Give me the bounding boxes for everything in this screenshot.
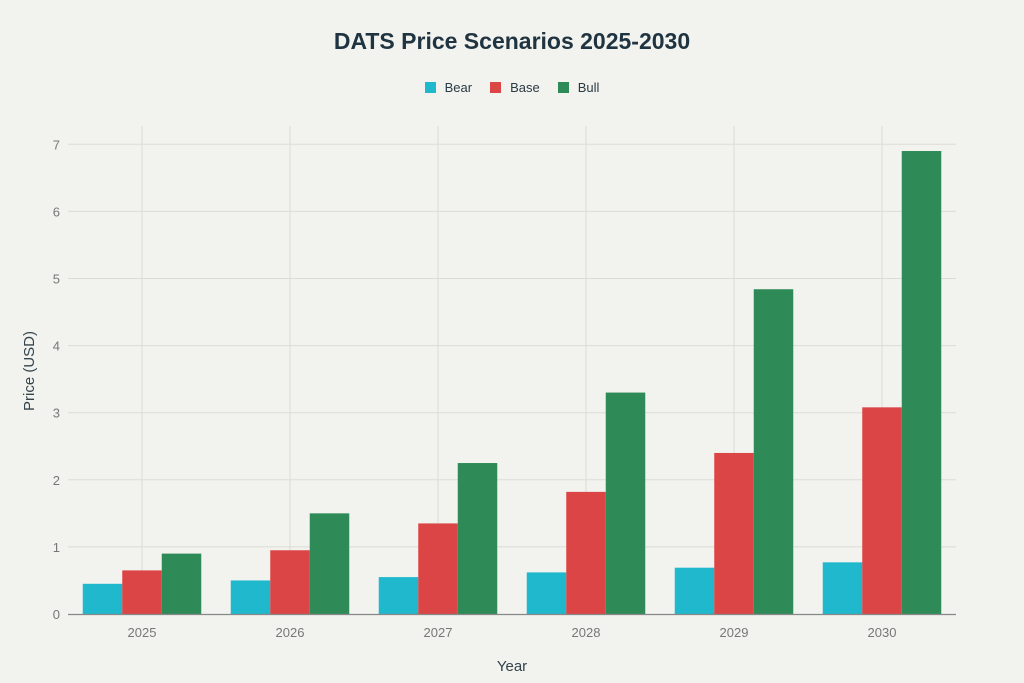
legend-swatch-base xyxy=(490,82,502,93)
bar-bear-2027[interactable] xyxy=(378,577,419,614)
bars xyxy=(82,151,942,614)
x-tick-label: 2028 xyxy=(572,625,601,640)
x-axis-ticks: 2025 2026 2027 2028 2029 2030 xyxy=(128,625,897,640)
legend-label-base: Base xyxy=(510,80,540,95)
y-tick-label: 3 xyxy=(53,406,60,421)
x-axis-label: Year xyxy=(497,658,527,675)
bar-base-2025[interactable] xyxy=(122,570,162,614)
bar-bull-2030[interactable] xyxy=(901,151,942,614)
x-tick-label: 2026 xyxy=(276,625,305,640)
gridlines xyxy=(68,126,956,614)
bar-bear-2028[interactable] xyxy=(526,572,567,614)
x-tick-label: 2025 xyxy=(128,625,157,640)
y-tick-label: 6 xyxy=(53,204,60,219)
bar-bear-2025[interactable] xyxy=(82,583,123,614)
bar-bull-2026[interactable] xyxy=(309,513,350,614)
bar-bull-2025[interactable] xyxy=(161,553,202,614)
bar-bull-2029[interactable] xyxy=(753,289,794,614)
y-tick-label: 7 xyxy=(53,137,60,152)
y-tick-label: 1 xyxy=(53,540,60,555)
bar-base-2029[interactable] xyxy=(714,452,754,614)
bar-bull-2028[interactable] xyxy=(605,392,646,614)
legend-item-base[interactable]: Base xyxy=(490,80,540,95)
bar-bear-2026[interactable] xyxy=(230,580,271,614)
y-tick-label: 5 xyxy=(53,272,60,287)
legend-item-bear[interactable]: Bear xyxy=(424,80,473,95)
x-tick-label: 2029 xyxy=(720,625,749,640)
bar-bear-2030[interactable] xyxy=(822,562,863,614)
bar-bull-2027[interactable] xyxy=(457,463,498,614)
x-tick-label: 2027 xyxy=(424,625,453,640)
y-axis-ticks: 0 1 2 3 4 5 6 7 xyxy=(53,137,60,622)
bar-base-2027[interactable] xyxy=(418,523,458,614)
legend-label-bull: Bull xyxy=(577,80,600,95)
bar-base-2030[interactable] xyxy=(862,407,902,614)
bar-base-2028[interactable] xyxy=(566,491,606,614)
legend-label-bear: Bear xyxy=(444,80,473,95)
x-tick-label: 2030 xyxy=(868,625,897,640)
bar-base-2026[interactable] xyxy=(270,550,310,614)
legend-item-bull[interactable]: Bull xyxy=(557,80,600,95)
y-tick-label: 2 xyxy=(53,473,60,488)
bar-bear-2029[interactable] xyxy=(674,567,715,614)
y-tick-label: 4 xyxy=(53,339,60,354)
legend-swatch-bull xyxy=(557,82,569,93)
y-tick-label: 0 xyxy=(53,607,60,622)
legend-swatch-bear xyxy=(424,82,436,93)
y-axis-label: Price (USD) xyxy=(21,331,38,411)
legend: Bear Base Bull xyxy=(0,80,1024,95)
chart-title: DATS Price Scenarios 2025-2030 xyxy=(333,28,691,54)
